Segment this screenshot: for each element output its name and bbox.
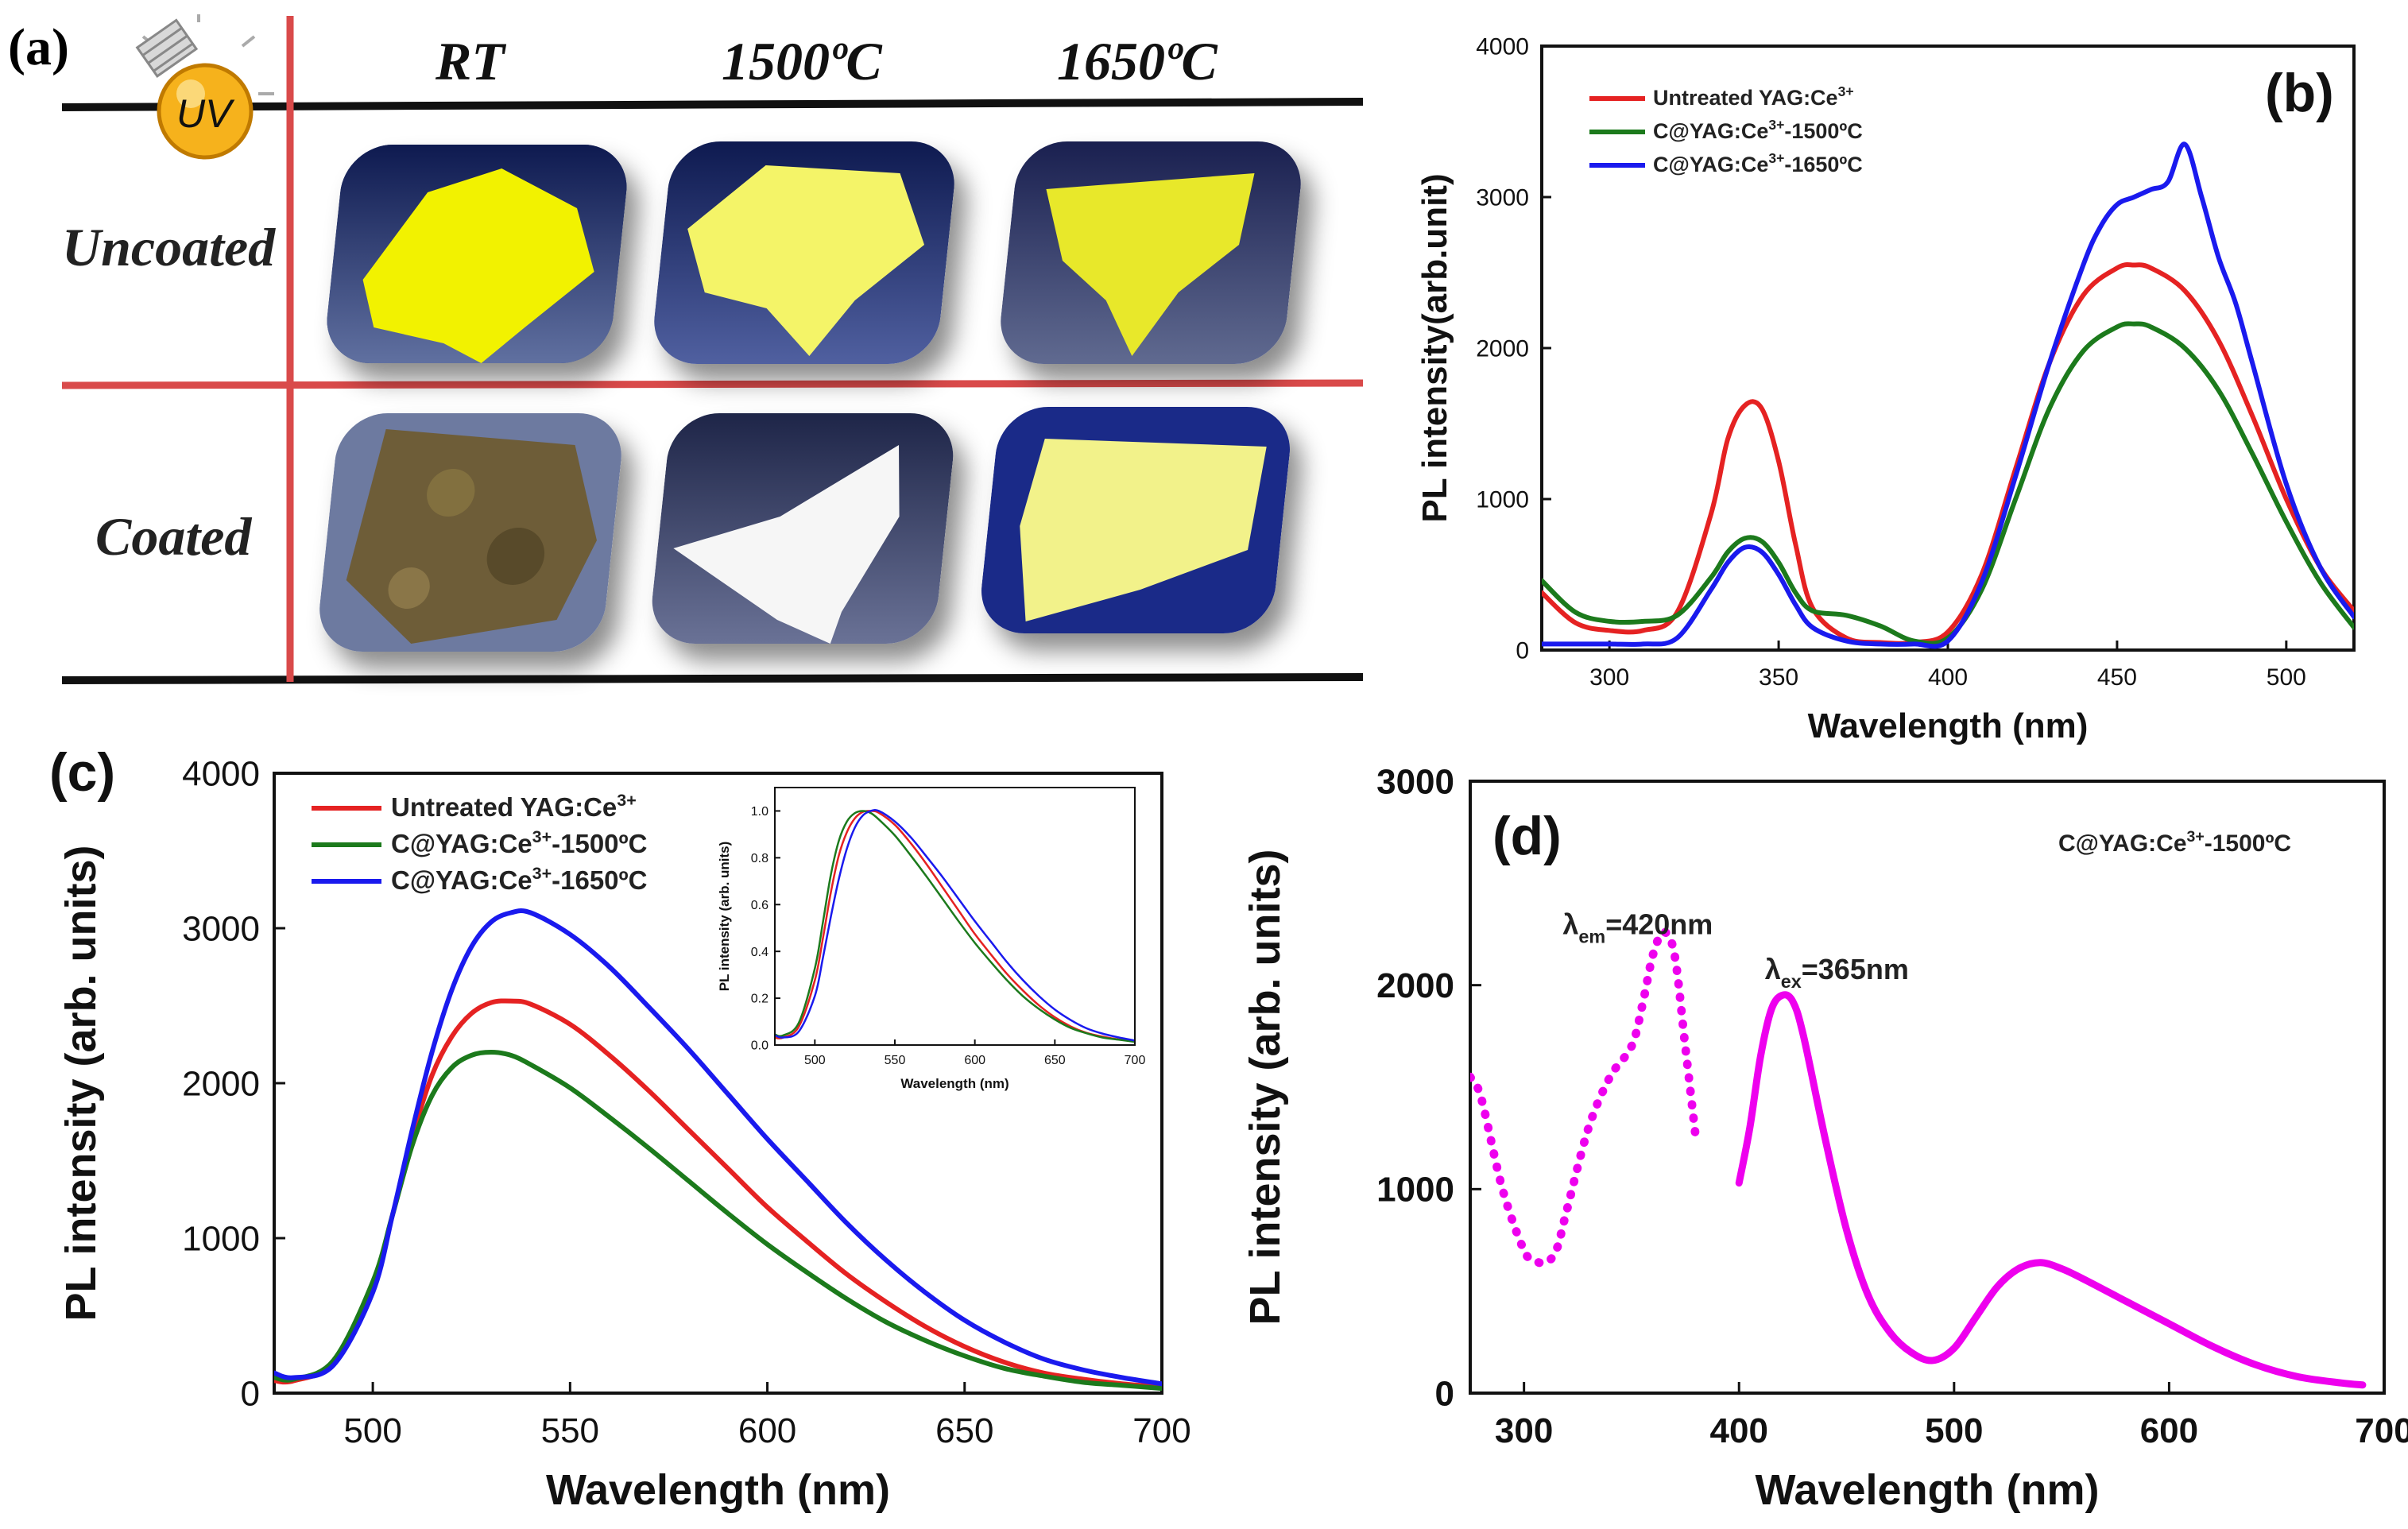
chart-b: 300 350 400 450 500 0 1000 2000 3000 4000 Waveleng… [1415,34,2356,745]
panel-d-label: (d) [1492,806,1562,866]
y-tick-label: 0 [1435,1374,1454,1413]
legend-entry: Untreated YAG:Ce3+ [1653,83,1854,110]
series-line-1 [775,810,1135,1043]
x-tick-label: 600 [738,1411,796,1450]
y-tick-label: 1000 [1476,487,1529,513]
coated-1500-photo [647,413,958,644]
coated-1650-photo [977,407,1295,633]
chart-c: 500 550 600 650 700 0 1000 2000 3000 4000 Waveleng… [49,743,1191,1514]
series-line-0 [1470,927,1701,1268]
series-line-0 [775,810,1135,1043]
series-line-1 [1735,991,2367,1389]
x-tick-label: 700 [2355,1411,2408,1450]
x-axis-label: Wavelength (nm) [1755,1466,2099,1514]
y-tick-label: 0.0 [751,1039,768,1053]
y-tick-label: 3000 [182,909,260,948]
uv-bulb-icon: UV [119,14,278,173]
y-tick-label: 1.0 [751,805,768,819]
top-divider [61,98,1364,111]
y-tick-label: 0.4 [751,946,768,959]
chart-d: 300 400 500 600 700 0 1000 2000 3000 Wavelength (… [1241,762,2408,1514]
legend-entry: C@YAG:Ce3+-1500ºC [391,827,647,858]
uv-label: UV [176,91,232,136]
legend-entry: C@YAG:Ce3+-1650ºC [391,864,647,895]
y-tick-label: 0.8 [751,852,768,865]
uncoated-1650-photo [996,141,1306,364]
x-tick-label: 300 [1589,664,1629,691]
column-header-rt: RT [436,31,505,91]
peak-annotation: λex=365nm [1765,953,1909,992]
x-tick-label: 500 [343,1411,401,1450]
x-tick-label: 400 [1928,664,1968,691]
x-tick-label: 350 [1759,664,1798,691]
y-tick-label: 2000 [1476,336,1529,362]
panel-a-grid [61,16,1364,684]
y-tick-label: 0.6 [751,899,768,912]
y-tick-label: 0.2 [751,993,768,1006]
x-tick-label: 550 [885,1054,906,1067]
series-line-2 [1542,141,2354,649]
series-line-1 [274,1049,1162,1392]
x-tick-label: 550 [541,1411,599,1450]
x-axis-label: Wavelength (nm) [546,1466,890,1514]
peak-annotation: λem=420nm [1562,908,1713,947]
x-tick-label: 300 [1495,1411,1553,1450]
series-line-0 [274,998,1162,1390]
plot-frame [1469,780,2386,1395]
series-line-2 [775,808,1135,1042]
row-label-uncoated: Uncoated [62,217,276,277]
y-axis-label: PL intensity (arb. units) [57,845,105,1321]
bottom-divider [61,673,1364,684]
middle-divider [61,379,1364,389]
y-tick-label: 3000 [1376,762,1454,801]
panel-c-label: (c) [49,743,115,803]
legend-entry: Untreated YAG:Ce3+ [391,791,637,822]
y-tick-label: 4000 [182,754,260,793]
y-tick-label: 3000 [1476,185,1529,211]
uncoated-1500-photo [649,141,959,364]
coated-rt-photo [315,413,626,652]
uncoated-rt-photo [322,145,632,363]
panel-a-label: (a) [8,18,69,76]
series-line-0 [1542,262,2354,646]
legend-entry: C@YAG:Ce3+-1500ºC [1653,117,1863,143]
x-axis-label: Wavelength (nm) [1808,706,2089,745]
inset-chart: 500 550 600 650 700 0.0 0.2 0.4 0.6 0.8 1.0 Wavelen… [717,787,1146,1091]
panel-b-label: (b) [2265,63,2334,123]
x-tick-label: 450 [2097,664,2137,691]
x-tick-label: 500 [1925,1411,1983,1450]
y-tick-label: 0 [1516,638,1529,664]
panel-a: (a) UV RT 1500ºC 1650ºC Uncoated Coated [0,0,1375,699]
y-tick-label: 0 [241,1374,260,1413]
y-tick-label: 2000 [182,1064,260,1103]
column-header-1650: 1650ºC [1057,31,1218,91]
y-axis-label: PL intensity(arb.unit) [1415,173,1454,522]
y-tick-label: 4000 [1476,34,1529,60]
x-tick-label: 600 [964,1054,985,1067]
x-tick-label: 500 [2267,664,2306,691]
x-tick-label: 600 [2140,1411,2198,1450]
series-line-2 [274,908,1162,1387]
x-tick-label: 400 [1710,1411,1768,1450]
y-tick-label: 1000 [1376,1171,1454,1210]
y-tick-label: 2000 [1376,966,1454,1005]
sample-title: C@YAG:Ce3+-1500ºC [2058,828,2291,857]
legend-entry: C@YAG:Ce3+-1650ºC [1653,150,1863,176]
y-axis-label: PL intensity (arb. units) [1241,849,1289,1325]
x-tick-label: 650 [1044,1054,1066,1067]
y-tick-label: 1000 [182,1219,260,1258]
x-tick-label: 500 [804,1054,826,1067]
x-tick-label: 700 [1132,1411,1190,1450]
x-tick-label: 650 [935,1411,993,1450]
y-axis-label: PL intensity (arb. units) [717,842,732,992]
x-axis-label: Wavelength (nm) [900,1076,1008,1091]
x-tick-label: 700 [1125,1054,1146,1067]
row-label-coated: Coated [95,506,252,567]
column-header-1500: 1500ºC [722,31,882,91]
